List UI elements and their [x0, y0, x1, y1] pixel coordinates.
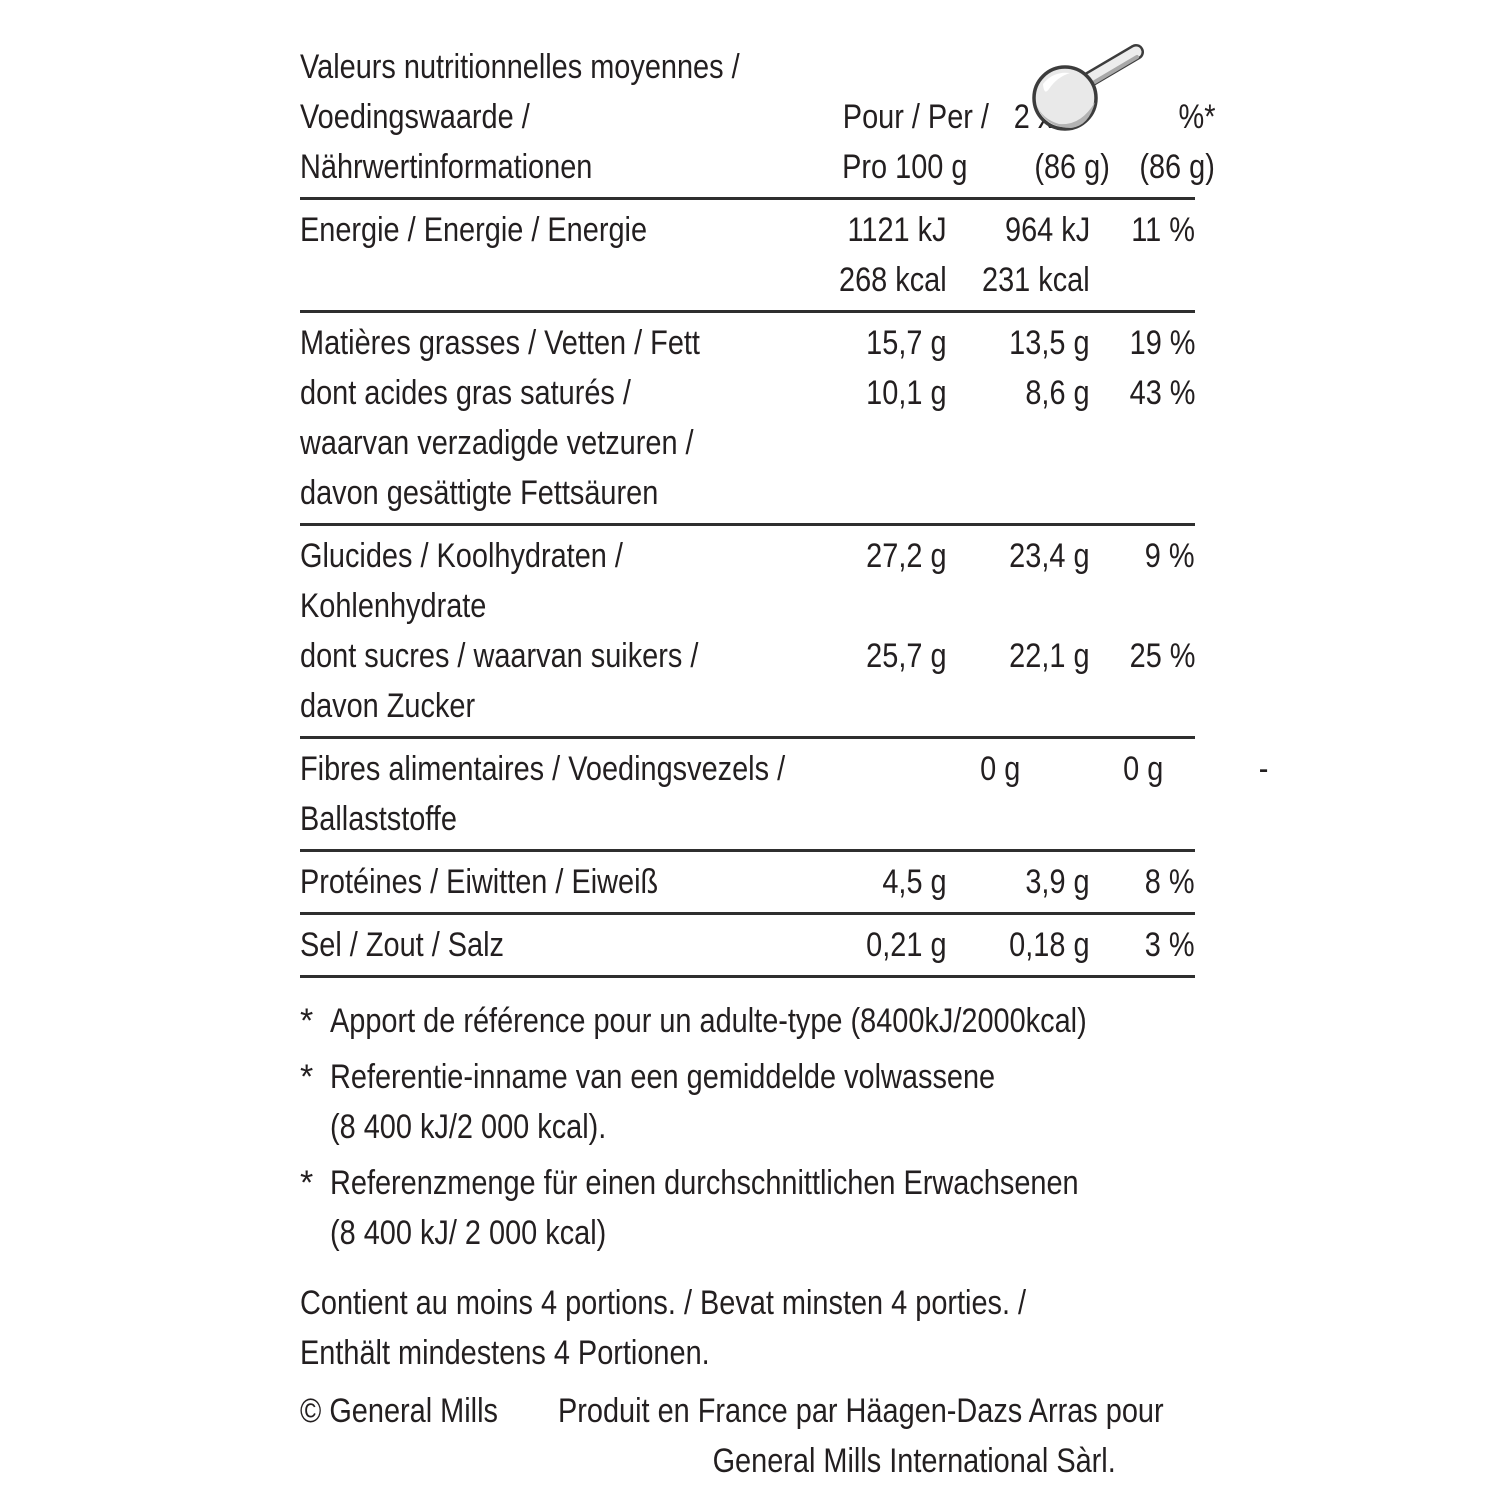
value-reference-intake: 8 %	[1145, 863, 1195, 901]
table-row-sugars: dont sucres / waarvan suikers / davon Zu…	[300, 631, 1195, 731]
table-row-energy: Energie / Energie / Energie 1121 kJ 268 …	[300, 205, 1195, 305]
value-reference-intake: 19 %	[1129, 324, 1195, 362]
table-row-fibre: Fibres alimentaires / Voedingsvezels / B…	[300, 744, 1269, 844]
value-per-serving: 13,5 g	[1009, 324, 1090, 362]
title-line-nl: Voedingswaarde /	[300, 98, 530, 136]
footnote-marker: *	[300, 1002, 314, 1040]
value-reference-intake: 9 %	[1145, 537, 1195, 575]
footnote-de: * Referenzmenge für einen durchschnittli…	[300, 1158, 1195, 1258]
value-per-serving: 8,6 g	[1025, 374, 1090, 412]
value-per-serving: 22,1 g	[1009, 637, 1090, 675]
table-header: Valeurs nutritionnelles moyennes / Voedi…	[300, 42, 1215, 192]
divider	[300, 849, 1195, 852]
copyright-notice: © General Mills Produit en France par Hä…	[300, 1386, 1195, 1486]
value-per-100g: 27,2 g	[866, 537, 947, 575]
ice-cream-scoop-icon	[1032, 44, 1144, 131]
value-per-serving: 3,9 g	[1025, 863, 1090, 901]
table-row-salt: Sel / Zout / Salz 0,21 g 0,18 g 3 %	[300, 920, 1195, 970]
row-label: Glucides / Koolhydraten / Kohlenhydrate	[300, 537, 623, 625]
divider	[300, 310, 1195, 313]
footnote-marker: *	[300, 1164, 314, 1202]
row-label: Energie / Energie / Energie	[300, 211, 648, 249]
producer-note: Produit en France par Häagen-Dazs Arras …	[558, 1392, 1164, 1480]
table-title: Valeurs nutritionnelles moyennes / Voedi…	[300, 42, 817, 192]
table-row-carbohydrate: Glucides / Koolhydraten / Kohlenhydrate …	[300, 531, 1195, 631]
value-reference-intake: 43 %	[1129, 374, 1195, 412]
servings-note: Contient au moins 4 portions. / Bevat mi…	[300, 1284, 1027, 1372]
row-label: Matières grasses / Vetten / Fett	[300, 324, 700, 362]
value-reference-intake: -	[1259, 750, 1269, 788]
value-per-100g: 0,21 g	[866, 926, 947, 964]
reference-intake-footnotes: * Apport de référence pour un adulte-typ…	[300, 996, 1195, 1258]
value-reference-intake: 3 %	[1145, 926, 1195, 964]
col-header-reference-intake: %* (86 g)	[1139, 98, 1216, 186]
title-line-fr: Valeurs nutritionnelles moyennes /	[300, 48, 740, 86]
value-per-serving: 0 g	[1123, 750, 1164, 788]
divider	[300, 523, 1195, 526]
value-per-100g: 1121 kJ 268 kcal	[839, 211, 947, 299]
footnote-fr: * Apport de référence pour un adulte-typ…	[300, 996, 1195, 1046]
divider	[300, 197, 1195, 200]
footnote-marker: *	[300, 1058, 314, 1096]
row-label: dont sucres / waarvan suikers / davon Zu…	[300, 637, 699, 725]
value-per-100g: 10,1 g	[866, 374, 947, 412]
row-label: dont acides gras saturés / waarvan verza…	[300, 374, 694, 512]
value-per-serving: 0,18 g	[1009, 926, 1090, 964]
col-header-per-100g: Pour / Per / Pro 100 g	[841, 98, 990, 186]
row-label: Fibres alimentaires / Voedingsvezels / B…	[300, 750, 786, 838]
table-row-protein: Protéines / Eiwitten / Eiweiß 4,5 g 3,9 …	[300, 857, 1195, 907]
title-line-de: Nährwertinformationen	[300, 148, 593, 186]
row-label: Protéines / Eiwitten / Eiweiß	[300, 863, 659, 901]
table-row-fat: Matières grasses / Vetten / Fett 15,7 g …	[300, 318, 1195, 368]
divider	[300, 736, 1195, 739]
value-per-serving: 23,4 g	[1009, 537, 1090, 575]
value-reference-intake: 11 %	[1131, 211, 1195, 249]
value-per-100g: 15,7 g	[866, 324, 947, 362]
value-per-100g: 4,5 g	[882, 863, 947, 901]
divider	[300, 975, 1195, 978]
footnote-nl: * Referentie-inname van een gemiddelde v…	[300, 1052, 1195, 1152]
value-reference-intake: 25 %	[1129, 637, 1195, 675]
value-per-100g: 25,7 g	[866, 637, 947, 675]
divider	[300, 912, 1195, 915]
nutrition-panel: Valeurs nutritionnelles moyennes / Voedi…	[300, 42, 1269, 1486]
copyright-owner: © General Mills	[300, 1392, 498, 1430]
value-per-serving: 964 kJ 231 kcal	[982, 211, 1090, 299]
value-per-100g: 0 g	[980, 750, 1021, 788]
row-label: Sel / Zout / Salz	[300, 926, 504, 964]
table-row-saturated-fat: dont acides gras saturés / waarvan verza…	[300, 368, 1195, 518]
